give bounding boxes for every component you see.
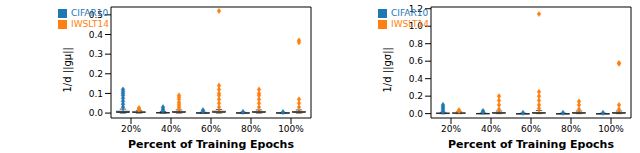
svg-text:Percent of Training Epochs: Percent of Training Epochs (128, 138, 294, 150)
svg-text:0.1: 0.1 (89, 89, 103, 99)
svg-text:80%: 80% (241, 124, 261, 134)
svg-text:40%: 40% (481, 124, 501, 134)
svg-text:1.2: 1.2 (409, 4, 423, 14)
svg-text:Percent of Training Epochs: Percent of Training Epochs (448, 138, 614, 150)
svg-text:0.0: 0.0 (89, 108, 104, 118)
svg-text:0.3: 0.3 (89, 49, 103, 59)
svg-text:80%: 80% (561, 124, 581, 134)
svg-text:0.6: 0.6 (409, 56, 424, 66)
svg-text:0.2: 0.2 (89, 69, 103, 79)
svg-text:0.4: 0.4 (89, 30, 104, 40)
svg-text:40%: 40% (161, 124, 181, 134)
svg-text:20%: 20% (441, 124, 461, 134)
svg-text:0.5: 0.5 (89, 10, 103, 20)
svg-text:100%: 100% (278, 124, 304, 134)
svg-text:1.0: 1.0 (409, 21, 424, 31)
svg-text:60%: 60% (521, 124, 541, 134)
svg-text:100%: 100% (598, 124, 624, 134)
svg-text:0.2: 0.2 (409, 91, 423, 101)
svg-text:20%: 20% (121, 124, 141, 134)
svg-text:0.4: 0.4 (409, 74, 424, 84)
svg-text:1/d ||gμ||: 1/d ||gμ|| (62, 47, 74, 92)
svg-text:0.8: 0.8 (409, 39, 424, 49)
svg-text:0.0: 0.0 (409, 109, 424, 119)
svg-text:1/d ||gσ||: 1/d ||gσ|| (382, 47, 394, 92)
svg-text:60%: 60% (201, 124, 221, 134)
